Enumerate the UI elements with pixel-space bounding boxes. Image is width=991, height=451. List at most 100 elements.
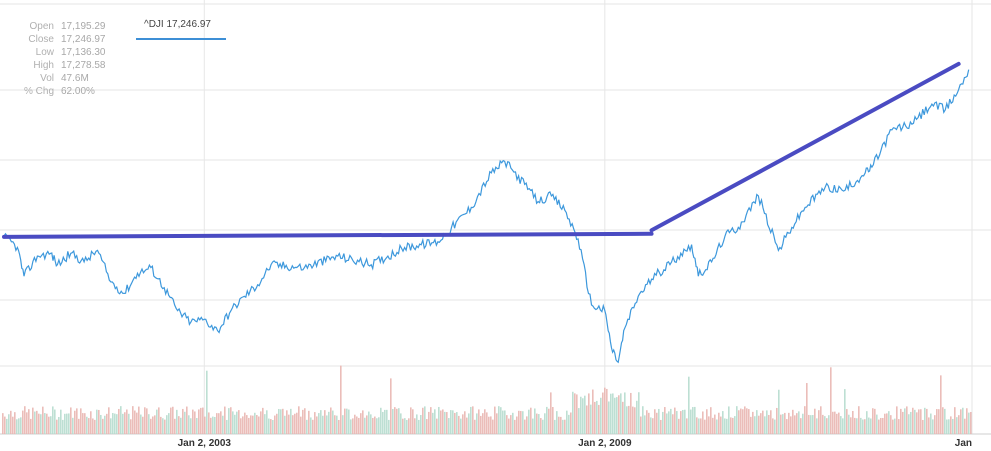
volume-bar bbox=[720, 416, 722, 434]
volume-bar bbox=[642, 406, 644, 434]
volume-bar bbox=[574, 393, 576, 434]
volume-bar bbox=[56, 419, 58, 434]
volume-bar bbox=[638, 392, 640, 434]
volume-bar bbox=[314, 412, 316, 434]
volume-bar bbox=[628, 405, 630, 434]
volume-bar bbox=[200, 407, 202, 434]
volume-bar bbox=[552, 407, 554, 434]
volume-bar bbox=[78, 418, 80, 434]
volume-bar bbox=[298, 406, 300, 434]
volume-bar bbox=[392, 408, 394, 434]
volume-bar bbox=[148, 414, 150, 434]
volume-bar bbox=[684, 409, 686, 434]
volume-bar bbox=[264, 414, 266, 434]
volume-bar bbox=[72, 417, 74, 434]
volume-bar bbox=[232, 411, 234, 434]
volume-bar bbox=[758, 415, 760, 434]
volume-bar bbox=[88, 418, 90, 434]
volume-bar bbox=[964, 418, 966, 434]
volume-bar bbox=[612, 393, 614, 434]
volume-bar bbox=[524, 419, 526, 434]
volume-bar bbox=[632, 406, 634, 434]
price-data-points bbox=[3, 68, 971, 364]
volume-bar bbox=[418, 419, 420, 434]
volume-bar bbox=[832, 411, 834, 434]
volume-bar bbox=[22, 410, 24, 434]
volume-bar bbox=[356, 416, 358, 434]
volume-bar bbox=[164, 419, 166, 434]
volume-bar bbox=[318, 413, 320, 434]
volume-bar bbox=[426, 419, 428, 434]
volume-bar bbox=[292, 415, 294, 434]
volume-bar bbox=[860, 417, 862, 434]
volume-bar bbox=[682, 409, 684, 434]
volume-bar bbox=[460, 418, 462, 434]
volume-bar bbox=[338, 419, 340, 434]
trend-line bbox=[649, 61, 961, 233]
volume-bar bbox=[594, 401, 596, 434]
ohlc-change: % Chg 62.00% bbox=[6, 85, 106, 98]
volume-bar bbox=[198, 409, 200, 434]
volume-bar bbox=[570, 412, 572, 434]
volume-bar bbox=[44, 413, 46, 434]
volume-bar bbox=[892, 419, 894, 434]
volume-bar bbox=[80, 408, 82, 434]
volume-bar bbox=[932, 419, 934, 434]
trend-lines bbox=[2, 61, 961, 239]
volume-bar bbox=[114, 413, 116, 434]
volume-bar bbox=[582, 398, 584, 434]
volume-bar bbox=[306, 419, 308, 434]
volume-bar bbox=[930, 413, 932, 434]
volume-bar bbox=[320, 410, 322, 434]
volume-bar bbox=[420, 415, 422, 434]
volume-bar bbox=[576, 394, 578, 434]
volume-bar bbox=[926, 408, 928, 434]
volume-bar bbox=[948, 419, 950, 434]
volume-bar bbox=[532, 418, 534, 434]
ohlc-label: % Chg bbox=[23, 86, 54, 97]
volume-bar bbox=[530, 407, 532, 434]
volume-bar bbox=[866, 411, 868, 434]
ohlc-high: High 17,278.58 bbox=[6, 59, 105, 72]
volume-bar bbox=[266, 410, 268, 434]
volume-bar bbox=[280, 409, 282, 434]
volume-bar bbox=[776, 407, 778, 434]
ohlc-value: 17,136.30 bbox=[61, 47, 106, 58]
volume-bar bbox=[170, 407, 172, 434]
volume-bar bbox=[520, 410, 522, 434]
volume-bar bbox=[34, 411, 36, 434]
volume-bar bbox=[378, 417, 380, 434]
volume-bar bbox=[558, 416, 560, 434]
volume-bar bbox=[258, 416, 260, 434]
volume-bar bbox=[770, 410, 772, 434]
volume-bar bbox=[756, 410, 758, 434]
volume-bar bbox=[868, 417, 870, 434]
volume-bar bbox=[724, 418, 726, 434]
series-legend[interactable]: ^DJI 17,246.97 bbox=[136, 16, 226, 40]
volume-bar bbox=[954, 407, 956, 434]
volume-bar bbox=[624, 392, 626, 434]
volume-bar bbox=[780, 414, 782, 434]
volume-bar bbox=[510, 415, 512, 434]
volume-bar bbox=[568, 414, 570, 434]
volume-bar bbox=[786, 419, 788, 434]
volume-bar bbox=[596, 400, 598, 434]
volume-bar bbox=[648, 412, 650, 434]
volume-bar bbox=[578, 408, 580, 434]
volume-bar bbox=[790, 416, 792, 434]
volume-bar bbox=[394, 407, 396, 434]
volume-bar bbox=[812, 415, 814, 434]
volume-bar bbox=[644, 415, 646, 434]
volume-bar bbox=[58, 416, 60, 434]
volume-bar bbox=[450, 410, 452, 434]
volume-bar bbox=[288, 414, 290, 434]
volume-bar bbox=[224, 406, 226, 434]
volume-bar bbox=[586, 405, 588, 434]
volume-bar bbox=[486, 412, 488, 434]
volume-bar bbox=[10, 410, 12, 434]
price-series-line bbox=[3, 69, 970, 364]
volume-bar bbox=[662, 411, 664, 434]
volume-bar bbox=[752, 411, 754, 434]
volume-bar bbox=[184, 411, 186, 434]
volume-bar bbox=[476, 413, 478, 434]
